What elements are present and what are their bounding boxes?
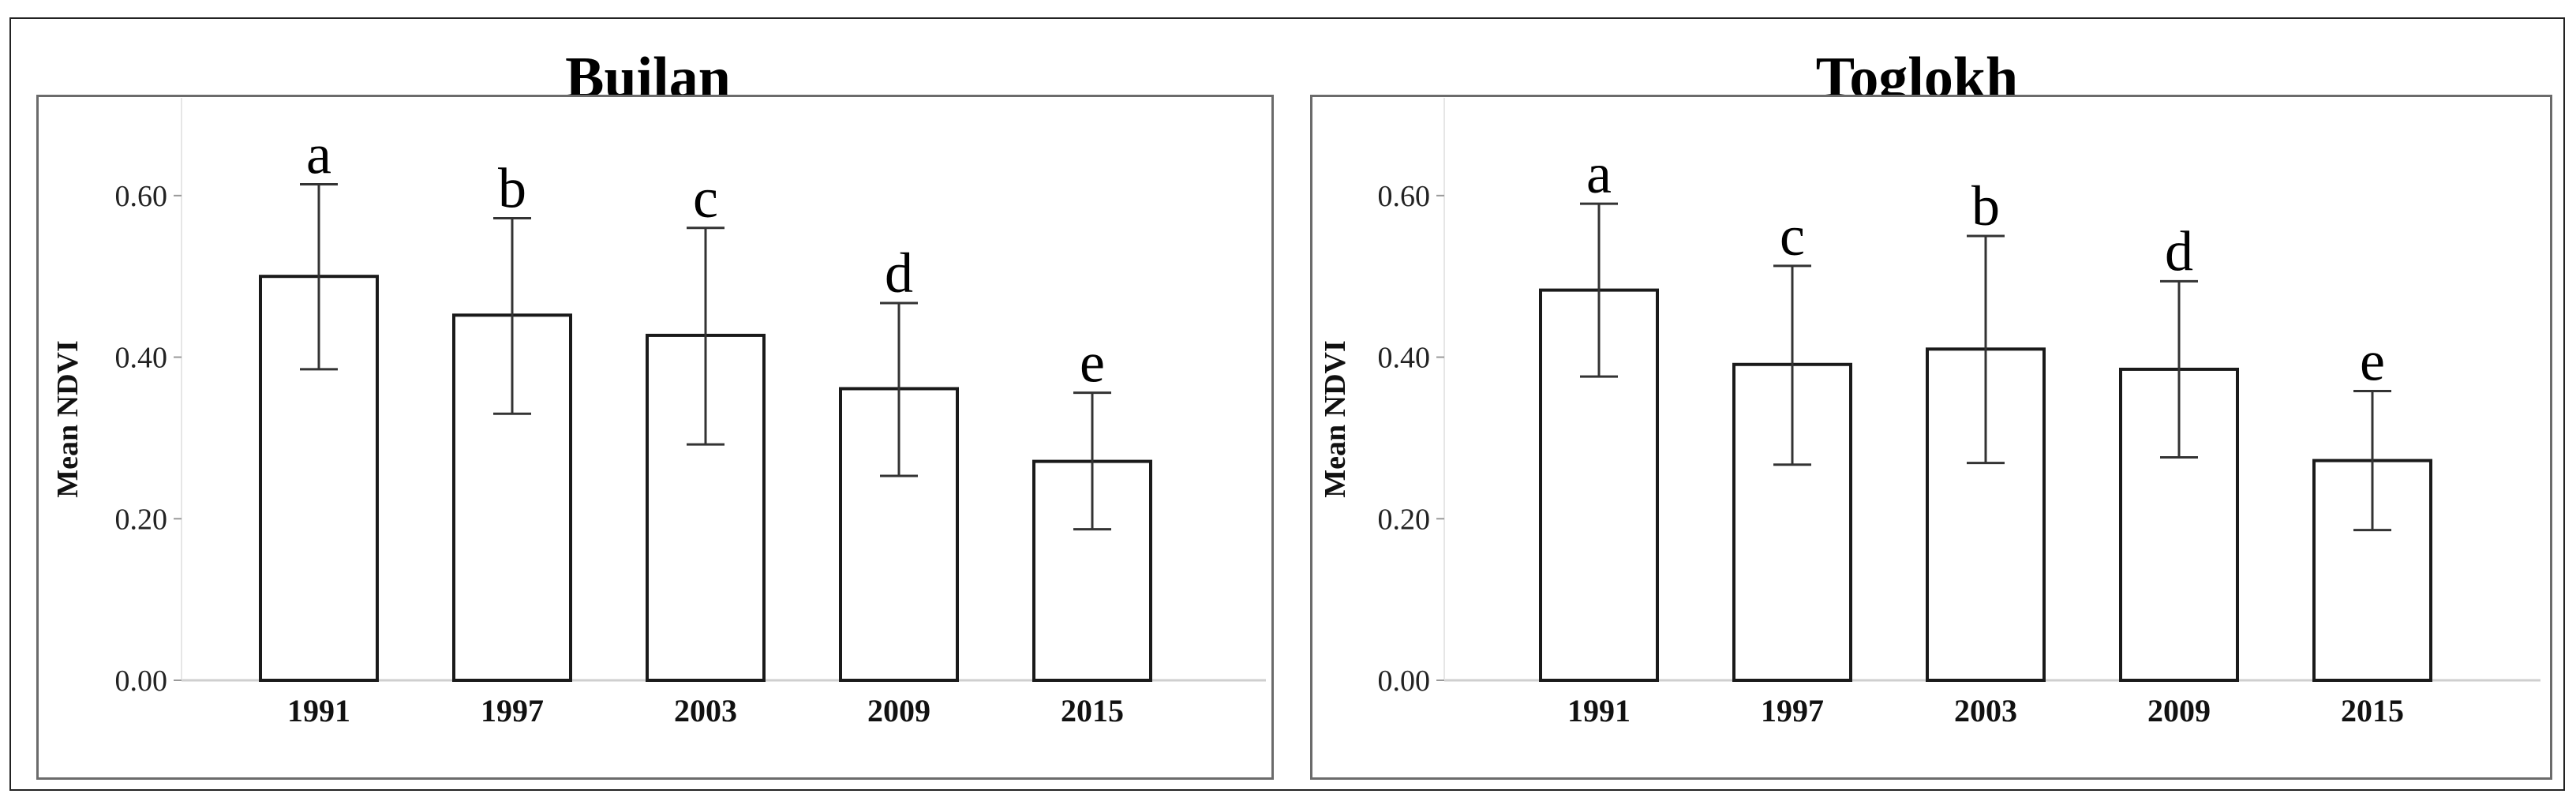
significance-letter-toglokh-1997: c xyxy=(1780,204,1805,268)
significance-letter-toglokh-2015: e xyxy=(2360,330,2385,393)
x-tick-label-builan-1991: 1991 xyxy=(287,693,350,728)
y-axis-label-builan: Mean NDVI xyxy=(51,340,84,497)
figure-frame: Builan Toglokh 0.00 0.20 0.40 0.60 Mean NDVI… xyxy=(9,17,2565,791)
x-tick-label-builan-2009: 2009 xyxy=(867,693,930,728)
x-tick-label-builan-2015: 2015 xyxy=(1061,693,1124,728)
x-tick-label-toglokh-2015: 2015 xyxy=(2341,693,2404,728)
x-tick-label-toglokh-2003: 2003 xyxy=(1954,693,2017,728)
significance-letter-builan-2009: d xyxy=(885,242,913,305)
x-tick-label-builan-1997: 1997 xyxy=(481,693,544,728)
significance-letter-builan-1997: b xyxy=(498,156,526,219)
y-tick-label-builan-0: 0.00 xyxy=(115,665,168,698)
y-axis-label-toglokh: Mean NDVI xyxy=(1319,340,1352,497)
y-tick-label-builan-3: 0.60 xyxy=(115,180,168,213)
y-tick-label-builan-1: 0.20 xyxy=(115,503,168,536)
y-tick-label-toglokh-1: 0.20 xyxy=(1378,503,1431,536)
x-tick-label-builan-2003: 2003 xyxy=(674,693,737,728)
significance-letter-builan-1991: a xyxy=(306,123,331,186)
significance-letter-toglokh-1991: a xyxy=(1586,142,1612,205)
plots-canvas: 0.00 0.20 0.40 0.60 Mean NDVI a 1991 b 1997 c 2003… xyxy=(51,98,2540,728)
y-tick-label-toglokh-2: 0.40 xyxy=(1378,342,1431,375)
significance-letter-builan-2003: c xyxy=(693,167,718,230)
significance-letter-toglokh-2003: b xyxy=(1971,174,2000,238)
x-tick-label-toglokh-1997: 1997 xyxy=(1761,693,1824,728)
y-tick-label-toglokh-0: 0.00 xyxy=(1378,665,1431,698)
y-tick-label-toglokh-3: 0.60 xyxy=(1378,180,1431,213)
y-tick-label-builan-2: 0.40 xyxy=(115,342,168,375)
x-tick-label-toglokh-2009: 2009 xyxy=(2147,693,2211,728)
significance-letter-toglokh-2009: d xyxy=(2165,219,2193,283)
significance-letter-builan-2015: e xyxy=(1080,331,1105,395)
x-tick-label-toglokh-1991: 1991 xyxy=(1567,693,1631,728)
